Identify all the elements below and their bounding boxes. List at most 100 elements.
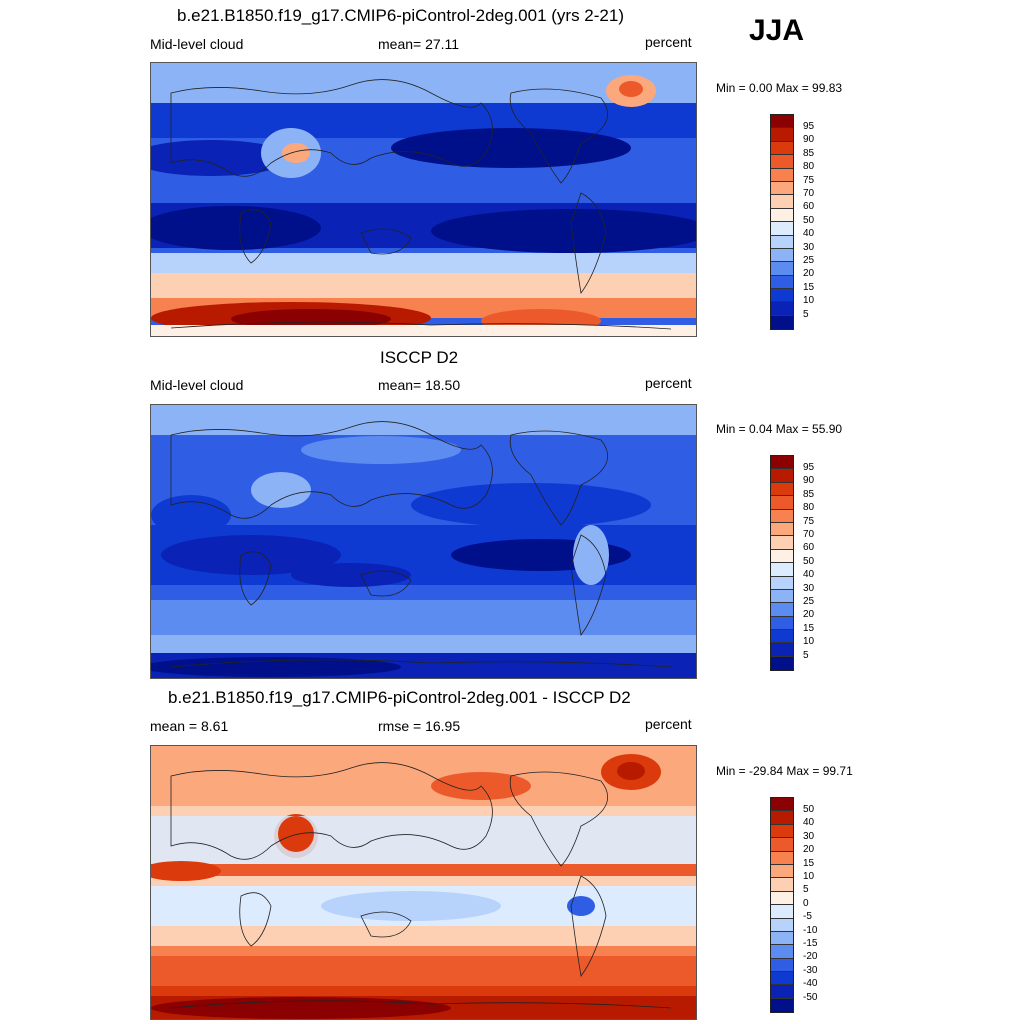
cloud-map xyxy=(150,62,697,337)
colorbar-tick-label: 20 xyxy=(803,268,815,280)
colorbar xyxy=(770,455,794,672)
panel-title: ISCCP D2 xyxy=(380,348,459,367)
colorbar-swatch xyxy=(771,798,793,812)
min-max-label: Min = 0.00 Max = 99.83 xyxy=(716,81,843,95)
colorbar-tick-label: -50 xyxy=(803,991,818,1003)
colorbar-tick-label: 30 xyxy=(803,830,815,842)
variable-label: Mid-level cloud xyxy=(150,36,244,52)
colorbar-swatch xyxy=(771,945,793,959)
colorbar-tick-label: 85 xyxy=(803,147,815,159)
colorbar-swatch xyxy=(771,168,793,182)
colorbar-swatch xyxy=(771,603,793,617)
colorbar-tick-label: 20 xyxy=(803,844,815,856)
panel-title: b.e21.B1850.f19_g17.CMIP6-piControl-2deg… xyxy=(177,6,624,25)
colorbar-swatch xyxy=(771,262,793,276)
colorbar-tick-label: 15 xyxy=(803,857,815,869)
colorbar-swatch xyxy=(771,958,793,973)
colorbar-swatch xyxy=(771,496,793,510)
cloud-map xyxy=(150,404,697,679)
colorbar-tick-label: 30 xyxy=(803,241,815,253)
colorbar-swatch xyxy=(771,195,793,209)
colorbar-swatch xyxy=(771,536,793,550)
colorbar-swatch xyxy=(771,115,793,129)
colorbar-swatch xyxy=(771,851,793,865)
min-max-label: Min = 0.04 Max = 55.90 xyxy=(716,422,843,436)
colorbar-swatch xyxy=(771,891,793,906)
colorbar-tick-label: 10 xyxy=(803,871,815,882)
colorbar-tick-label: 40 xyxy=(803,817,815,829)
colorbar-swatch xyxy=(771,208,793,223)
colorbar-tick-label: 90 xyxy=(803,475,815,487)
colorbar-tick-label: 15 xyxy=(803,281,815,293)
colorbar-tick-label: 50 xyxy=(803,555,815,567)
colorbar-swatch xyxy=(771,275,793,290)
colorbar-tick-label: -15 xyxy=(803,938,818,949)
colorbar-swatch xyxy=(771,972,793,986)
colorbar-swatch xyxy=(771,864,793,879)
units-label: percent xyxy=(645,716,692,732)
colorbar-tick-label: 60 xyxy=(803,542,815,554)
colorbar-tick-label: 95 xyxy=(803,462,815,473)
colorbar-swatch xyxy=(771,248,793,263)
colorbar-swatch xyxy=(771,563,793,577)
colorbar-tick-label: 80 xyxy=(803,502,815,514)
colorbar-swatch xyxy=(771,141,793,156)
colorbar-swatch xyxy=(771,905,793,919)
rmse-label: rmse = 16.95 xyxy=(378,718,461,734)
colorbar-swatch xyxy=(771,878,793,892)
colorbar-tick-label: -40 xyxy=(803,978,818,990)
colorbar-tick-label: 10 xyxy=(803,636,815,648)
units-label: percent xyxy=(645,375,692,391)
colorbar-tick-label: 50 xyxy=(803,804,815,815)
colorbar-tick-label: 70 xyxy=(803,188,815,199)
colorbar-swatch xyxy=(771,302,793,316)
min-max-label: Min = -29.84 Max = 99.71 xyxy=(716,764,853,778)
colorbar-swatch xyxy=(771,128,793,142)
colorbar-tick-label: 40 xyxy=(803,228,815,240)
season-label: JJA xyxy=(749,14,805,47)
colorbar-tick-label: 5 xyxy=(803,649,809,661)
colorbar-swatch xyxy=(771,576,793,590)
colorbar-swatch xyxy=(771,998,793,1013)
colorbar-tick-label: 90 xyxy=(803,134,815,146)
colorbar-swatch xyxy=(771,824,793,839)
colorbar-swatch xyxy=(771,589,793,604)
mean-label: mean= 18.50 xyxy=(378,377,461,393)
colorbar-tick-label: 25 xyxy=(803,596,815,607)
colorbar-swatch xyxy=(771,811,793,825)
colorbar-swatch xyxy=(771,838,793,852)
colorbar-swatch xyxy=(771,155,793,169)
colorbar-tick-label: 5 xyxy=(803,884,809,896)
colorbar xyxy=(770,114,794,331)
colorbar-swatch xyxy=(771,522,793,537)
colorbar-swatch xyxy=(771,315,793,330)
colorbar-tick-label: 50 xyxy=(803,214,815,226)
panel-title: b.e21.B1850.f19_g17.CMIP6-piControl-2deg… xyxy=(168,688,631,707)
colorbar-swatch xyxy=(771,222,793,236)
colorbar-swatch xyxy=(771,181,793,196)
colorbar-tick-label: 75 xyxy=(803,174,815,186)
units-label: percent xyxy=(645,34,692,50)
colorbar-tick-label: 80 xyxy=(803,161,815,173)
colorbar-tick-label: 15 xyxy=(803,622,815,634)
colorbar-tick-label: 40 xyxy=(803,569,815,581)
colorbar-tick-label: -20 xyxy=(803,951,818,963)
colorbar-swatch xyxy=(771,289,793,303)
colorbar-swatch xyxy=(771,985,793,999)
colorbar-tick-label: 70 xyxy=(803,529,815,540)
colorbar-tick-label: 20 xyxy=(803,609,815,621)
colorbar-tick-label: 5 xyxy=(803,308,809,320)
colorbar-swatch xyxy=(771,643,793,657)
colorbar-swatch xyxy=(771,616,793,631)
colorbar-tick-label: -10 xyxy=(803,924,818,936)
colorbar-tick-label: 60 xyxy=(803,201,815,213)
colorbar-tick-label: 85 xyxy=(803,488,815,500)
colorbar-swatch xyxy=(771,656,793,671)
colorbar-tick-label: 10 xyxy=(803,295,815,307)
colorbar-tick-label: 95 xyxy=(803,121,815,132)
colorbar-tick-label: -5 xyxy=(803,911,812,923)
colorbar xyxy=(770,797,794,1014)
colorbar-swatch xyxy=(771,469,793,483)
colorbar-swatch xyxy=(771,630,793,644)
difference-map xyxy=(150,745,697,1020)
